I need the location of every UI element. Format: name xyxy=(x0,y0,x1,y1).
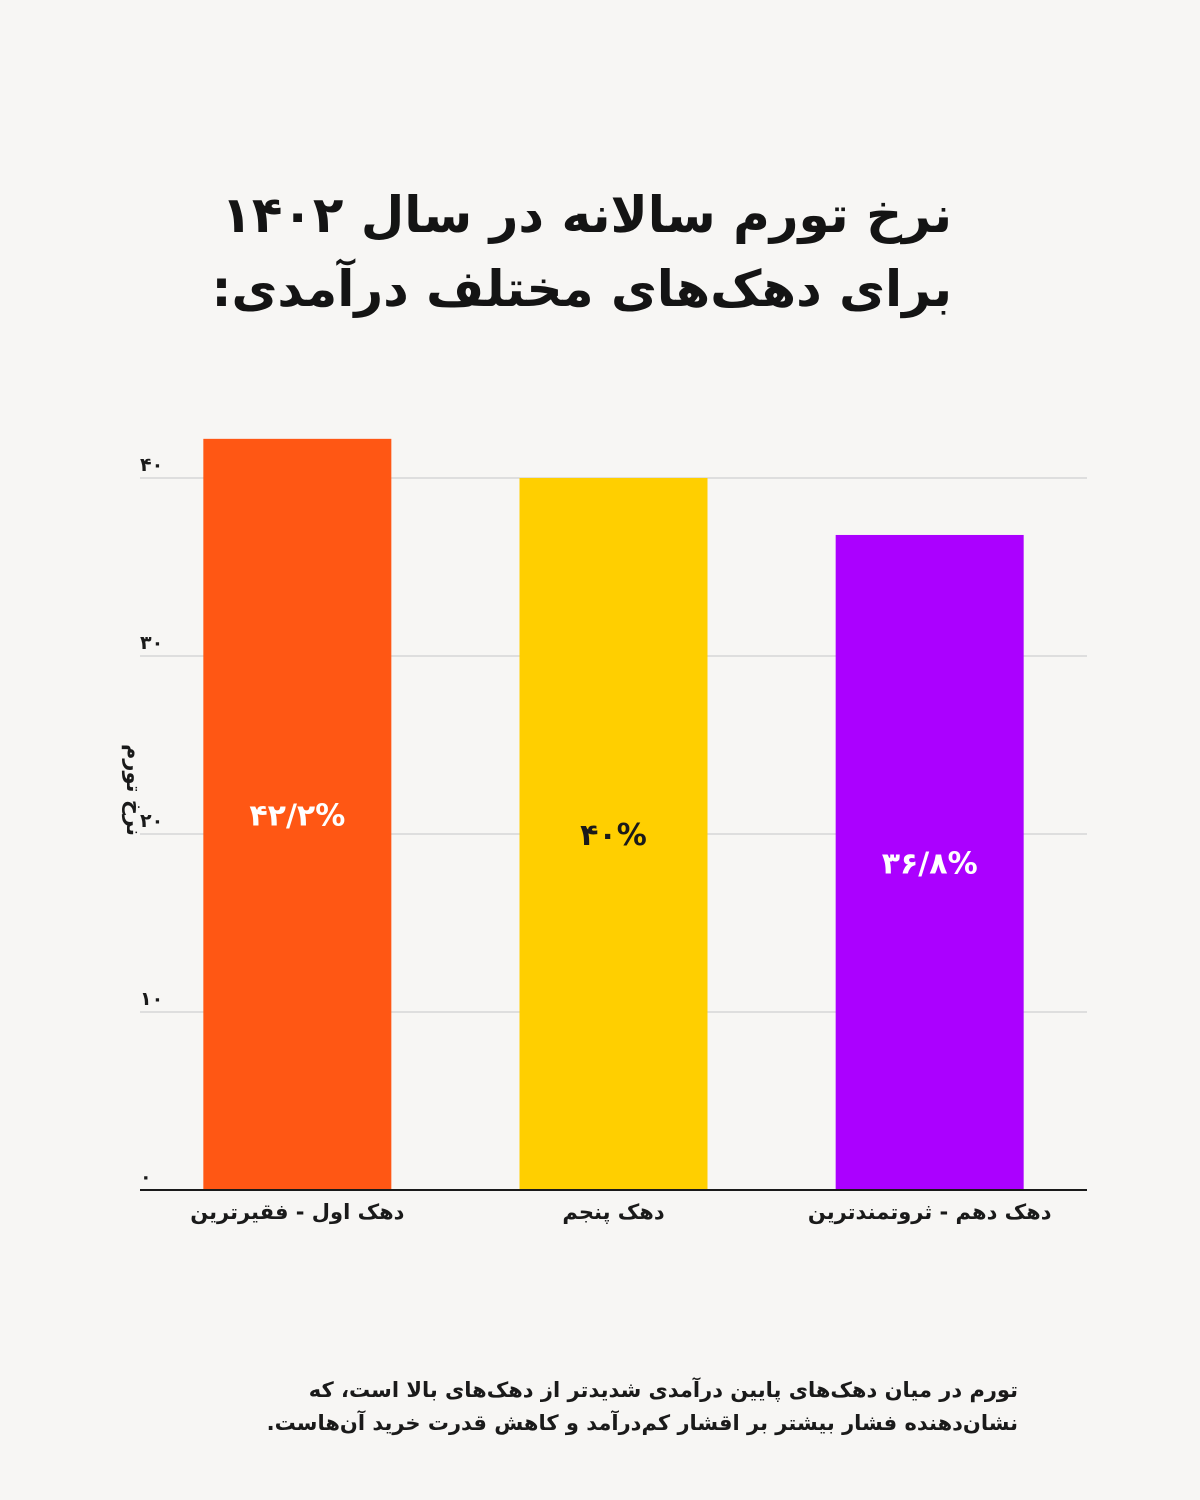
y-tick-label: ۰ xyxy=(140,1166,152,1188)
bar xyxy=(519,478,708,1190)
x-category-label: دهک اول - فقیرترین xyxy=(190,1200,404,1224)
bar xyxy=(835,534,1024,1190)
y-tick-label: ۱۰ xyxy=(140,988,163,1010)
bar-value-label: ۴۰% xyxy=(580,818,647,853)
footnote-line-1: تورم در میان دهک‌های پایین درآمدی شدیدتر… xyxy=(308,1378,1018,1402)
x-category-label: دهک پنجم xyxy=(562,1200,664,1224)
x-category-label: دهک دهم - ثروتمندترین xyxy=(808,1200,1052,1224)
y-axis-label: نرخ تورم xyxy=(122,744,146,836)
bar xyxy=(203,438,392,1191)
footnote: تورم در میان دهک‌های پایین درآمدی شدیدتر… xyxy=(218,1374,1018,1440)
bar-value-label: ۳۶/۸% xyxy=(882,846,978,881)
chart-title-line-1: نرخ تورم سالانه در سال ۱۴۰۲ xyxy=(221,186,952,244)
chart-title: نرخ تورم سالانه در سال ۱۴۰۲ برای دهک‌های… xyxy=(152,178,952,326)
x-axis-categories: دهک اول - فقیرترین دهک پنجم دهک دهم - ثروت… xyxy=(190,1200,1052,1224)
y-tick-label: ۲۰ xyxy=(140,810,163,832)
y-tick-label: ۳۰ xyxy=(140,632,163,654)
y-axis-ticks: ۰ ۱۰ ۲۰ ۳۰ ۴۰ xyxy=(140,454,163,1188)
y-tick-label: ۴۰ xyxy=(140,454,163,476)
bars: ۴۲/۲% ۴۰% ۳۶/۸% xyxy=(203,438,1024,1191)
bar-value-label: ۴۲/۲% xyxy=(249,798,345,833)
footnote-line-2: نشان‌دهنده فشار بیشتر بر اقشار کم‌درآمد … xyxy=(266,1411,1018,1435)
bar-chart: ۴۲/۲% ۴۰% ۳۶/۸% ۰ ۱۰ ۲۰ ۳۰ ۴۰ دهک اول - فقیرتر… xyxy=(122,438,1087,1224)
chart-title-line-2: برای دهک‌های مختلف درآمدی: xyxy=(211,260,952,318)
